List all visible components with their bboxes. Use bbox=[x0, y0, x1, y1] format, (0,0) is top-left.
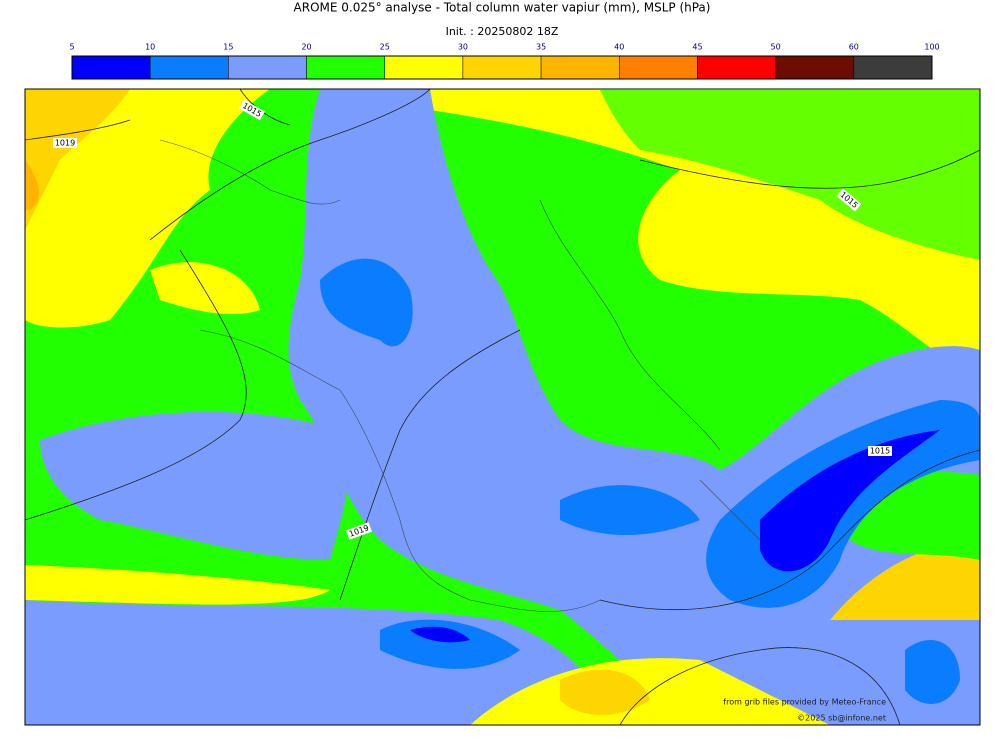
title: AROME 0.025° analyse - Total column wate… bbox=[294, 1, 711, 15]
colorbar-tick-label: 40 bbox=[614, 43, 624, 52]
colorbar-segment bbox=[71, 55, 151, 80]
colorbar-tick-label: 50 bbox=[771, 43, 781, 52]
colorbar-tick-label: 20 bbox=[301, 43, 311, 52]
colorbar-segment bbox=[462, 55, 542, 80]
colorbar-segment bbox=[775, 55, 855, 80]
colorbar-tick-label: 10 bbox=[145, 43, 155, 52]
colorbar: 5 10 15 20 25 30 35 40 45 50 60 100 bbox=[69, 43, 940, 80]
colorbar-segment bbox=[306, 55, 385, 80]
isobar-label: 1019 bbox=[55, 139, 75, 148]
isobar-label: 1015 bbox=[870, 447, 890, 456]
colorbar-segment bbox=[619, 55, 698, 80]
colorbar-tick-label: 5 bbox=[69, 43, 74, 52]
credit: from grib files provided by Meteo-France bbox=[723, 698, 886, 707]
colorbar-segment bbox=[384, 55, 464, 80]
colorbar-tick-label: 30 bbox=[458, 43, 468, 52]
colorbar-tick-label: 100 bbox=[924, 43, 939, 52]
credit: ©2025 sb@infone.net bbox=[797, 714, 886, 723]
colorbar-tick-label: 60 bbox=[849, 43, 859, 52]
colorbar-segment bbox=[540, 55, 620, 80]
colorbar-tick-label: 35 bbox=[536, 43, 546, 52]
colorbar-segment bbox=[853, 55, 933, 80]
colorbar-segment bbox=[697, 55, 776, 80]
colorbar-tick-label: 45 bbox=[692, 43, 702, 52]
colorbar-segment bbox=[149, 55, 229, 80]
colorbar-frame bbox=[71, 55, 933, 80]
colorbar-tick-label: 25 bbox=[380, 43, 390, 52]
colorbar-tick-label: 15 bbox=[223, 43, 233, 52]
map-frame bbox=[24, 88, 981, 726]
subtitle: Init. : 20250802 18Z bbox=[446, 25, 559, 38]
map: 1019 1015 1015 1019 1015 from grib files… bbox=[25, 89, 980, 725]
colorbar-segment bbox=[228, 55, 307, 80]
